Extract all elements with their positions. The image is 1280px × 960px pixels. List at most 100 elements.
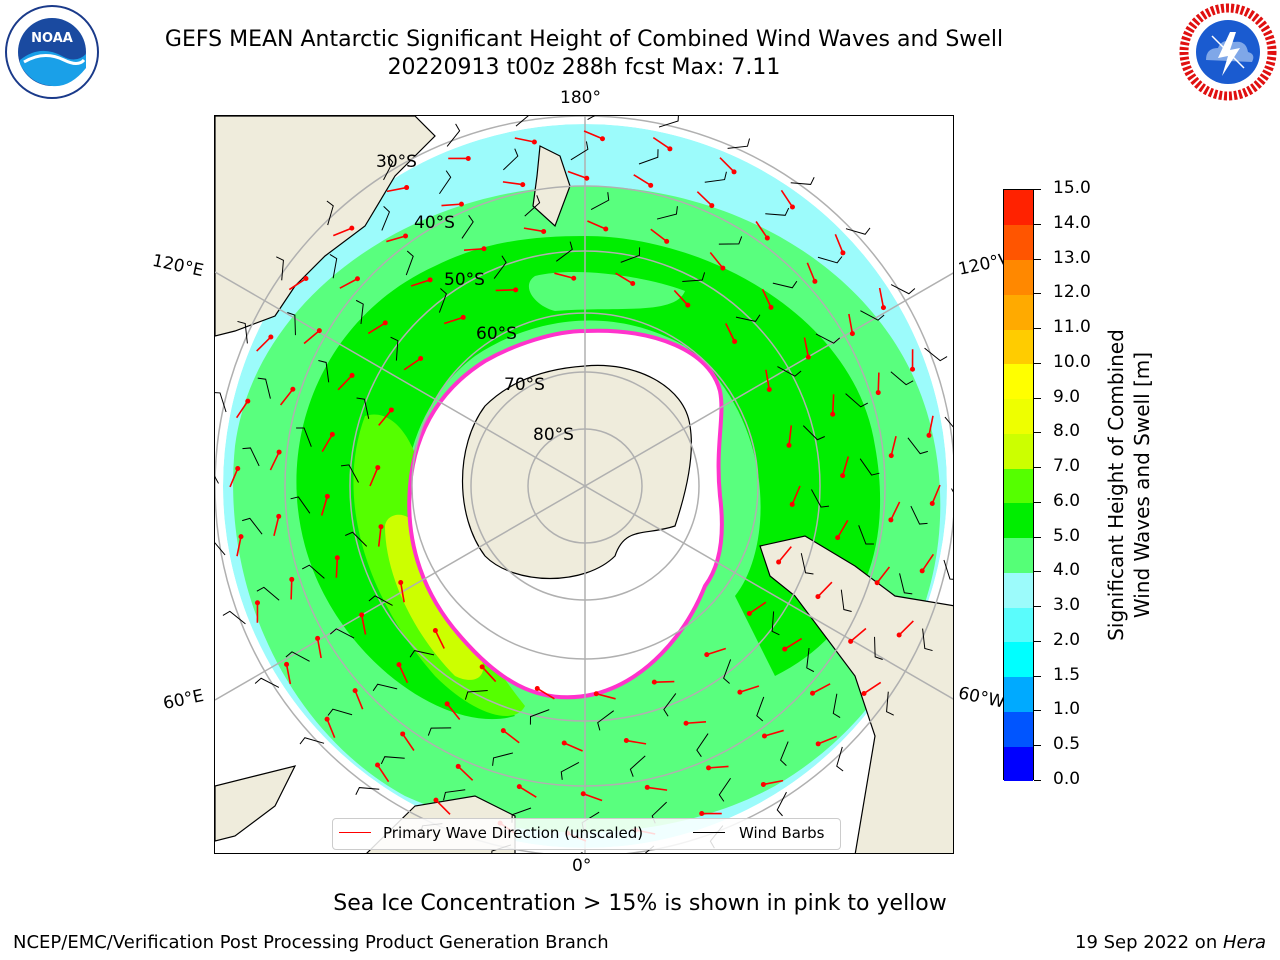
band-3-4m-north [528, 271, 685, 311]
wind-barb [806, 647, 815, 673]
colorbar-tick-label: 12.0 [1053, 282, 1091, 303]
wave-arrow-head [683, 720, 689, 726]
wave-arrow-head [334, 555, 340, 561]
wind-barb [777, 366, 802, 377]
wave-arrow [410, 279, 431, 287]
wave-arrow-head [667, 146, 673, 152]
wind-barb [461, 215, 474, 239]
colorbar-tick-label: 3.0 [1053, 595, 1081, 616]
chart-title: GEFS MEAN Antarctic Significant Height o… [164, 27, 1004, 52]
wind-barb [790, 177, 815, 185]
wind-barb [256, 586, 280, 601]
colorbar-tick [1034, 780, 1041, 781]
wave-arrow [369, 467, 379, 487]
wave-arrow-head [926, 432, 932, 438]
legend-barb-label: Wind Barbs [739, 824, 825, 842]
wave-arrow [706, 647, 727, 656]
wave-arrow-head [599, 136, 605, 142]
colorbar-bin [1004, 468, 1033, 504]
polar-map: Primary Wave Direction (unscaled) Wind B… [214, 115, 954, 854]
wave-arrow-head [303, 276, 309, 282]
wave-arrow-head [238, 534, 244, 540]
wave-arrow-head [720, 265, 726, 271]
footer-credit: NCEP/EMC/Verification Post Processing Pr… [13, 932, 609, 953]
wave-arrow [339, 278, 358, 289]
wind-barb [800, 553, 814, 575]
wind-barb [515, 116, 529, 127]
wind-barb [409, 650, 435, 658]
wind-barb [922, 628, 933, 652]
wave-arrow-head [465, 155, 471, 161]
wave-arrow-head [500, 728, 506, 734]
wave-arrow-head [731, 169, 737, 175]
wind-barb [727, 138, 751, 149]
wind-barb [326, 200, 334, 226]
wave-arrow-head [584, 175, 590, 181]
wave-arrow [817, 581, 833, 598]
wave-arrow [788, 425, 793, 446]
wind-barb [290, 496, 311, 514]
wave-arrow [780, 189, 794, 208]
wave-arrow [876, 566, 891, 584]
wind-barb [658, 116, 679, 128]
wind-barb [779, 741, 789, 766]
wave-arrow-head [404, 185, 410, 191]
wave-arrow-head [571, 275, 577, 281]
wave-arrow [890, 501, 901, 521]
wave-arrow [554, 272, 574, 280]
wave-arrow [765, 369, 771, 390]
wave-arrow-head [840, 250, 846, 256]
colorbar-tick-label: 15.0 [1053, 178, 1091, 198]
wave-arrow [495, 289, 516, 292]
wave-arrow [673, 289, 689, 306]
wave-arrow [834, 233, 844, 254]
wind-barb [237, 320, 248, 344]
wave-arrow-head [352, 688, 358, 694]
colorbar-bin [1004, 746, 1033, 782]
wind-barb [381, 206, 391, 231]
wind-barb [845, 393, 869, 408]
wave-arrow-head [315, 635, 321, 641]
wave-arrow [288, 277, 307, 291]
wave-arrow [354, 690, 364, 710]
wave-arrow-head [516, 784, 522, 790]
wind-barb [910, 505, 928, 525]
wave-arrow-head [805, 354, 811, 360]
wave-arrow-head [479, 664, 485, 670]
colorbar-tick-label: 1.5 [1053, 664, 1081, 685]
wave-arrow [763, 779, 784, 786]
land-south-america [759, 535, 953, 853]
wave-arrow-head [848, 638, 854, 644]
wind-barb [355, 787, 380, 795]
wave-arrow [748, 601, 767, 615]
wind-barb [771, 611, 780, 636]
wave-arrow [332, 227, 353, 237]
wind-barb [356, 397, 370, 419]
nws-logo [1178, 2, 1278, 102]
wave-arrow [236, 536, 242, 557]
wave-arrow-head [382, 320, 388, 326]
colorbar-bin [1004, 363, 1033, 400]
wave-arrow [398, 664, 409, 684]
wave-arrow [376, 764, 390, 783]
colorbar-tick [1034, 328, 1041, 330]
wind-barb [874, 636, 883, 660]
noaa-logo: NOAA [4, 4, 100, 100]
wave-arrow-head [520, 182, 526, 188]
chart-subtitle-forecast: 20220913 t00z 288h fcst Max: 7.11 [387, 55, 781, 80]
antarctica-region [407, 328, 724, 700]
wind-barb [529, 709, 550, 725]
wave-arrow [446, 703, 461, 721]
wave-arrow-head [709, 203, 715, 209]
colorbar-tick-label: 4.0 [1053, 560, 1081, 581]
wind-barb [446, 123, 461, 147]
colorbar-tick-label: 6.0 [1053, 490, 1081, 511]
wind-barb [215, 392, 227, 413]
wind-barb [492, 752, 514, 766]
wave-arrow [337, 374, 353, 391]
lat-label-80s: 80°S [533, 425, 574, 445]
wind-barb [718, 236, 743, 245]
wave-arrow-head [644, 784, 650, 790]
wave-arrow [229, 468, 239, 488]
colorbar-tick-label: 8.0 [1053, 421, 1081, 442]
